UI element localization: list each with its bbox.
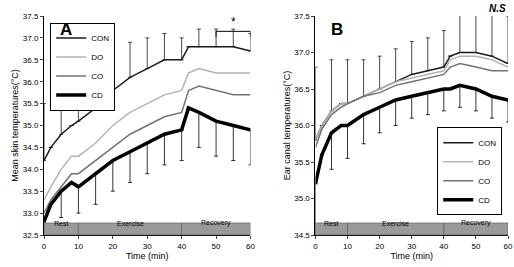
svg-text:35.0: 35.0 xyxy=(23,121,39,130)
svg-text:CD: CD xyxy=(91,91,103,100)
svg-text:34.5: 34.5 xyxy=(294,231,310,240)
svg-text:33.0: 33.0 xyxy=(23,209,39,218)
svg-text:40: 40 xyxy=(439,242,448,251)
svg-text:36.5: 36.5 xyxy=(23,56,39,65)
svg-text:CD: CD xyxy=(478,196,490,205)
svg-text:37.0: 37.0 xyxy=(294,48,310,57)
svg-text:DO: DO xyxy=(478,158,490,167)
svg-text:33.5: 33.5 xyxy=(23,187,39,196)
svg-text:60: 60 xyxy=(504,242,513,251)
svg-text:30: 30 xyxy=(143,242,152,251)
svg-text:Rest: Rest xyxy=(54,220,68,227)
svg-text:CON: CON xyxy=(91,34,109,43)
svg-text:A: A xyxy=(60,20,72,39)
svg-text:37.5: 37.5 xyxy=(294,12,310,21)
svg-text:DO: DO xyxy=(91,53,103,62)
svg-text:50: 50 xyxy=(212,242,221,251)
svg-text:CO: CO xyxy=(91,72,103,81)
svg-text:0: 0 xyxy=(42,242,47,251)
svg-text:40: 40 xyxy=(177,242,186,251)
svg-text:50: 50 xyxy=(471,242,480,251)
svg-text:Time (min): Time (min) xyxy=(126,251,169,261)
svg-text:Ear canal temperatures(°C): Ear canal temperatures(°C) xyxy=(282,71,292,181)
svg-text:20: 20 xyxy=(375,242,384,251)
svg-text:36.0: 36.0 xyxy=(294,121,310,130)
svg-text:Recovery: Recovery xyxy=(461,219,491,227)
svg-text:35.5: 35.5 xyxy=(294,158,310,167)
svg-text:36.5: 36.5 xyxy=(294,85,310,94)
svg-text:Exercise: Exercise xyxy=(382,220,409,227)
svg-text:0: 0 xyxy=(313,242,318,251)
svg-text:Rest: Rest xyxy=(324,220,338,227)
svg-text:N.S: N.S xyxy=(489,3,506,14)
svg-text:Mean skin temperatures(°C): Mean skin temperatures(°C) xyxy=(10,69,20,182)
svg-text:35.0: 35.0 xyxy=(294,194,310,203)
svg-text:Exercise: Exercise xyxy=(117,220,144,227)
svg-text:B: B xyxy=(331,20,343,39)
svg-text:37.5: 37.5 xyxy=(23,12,39,21)
svg-text:10: 10 xyxy=(343,242,352,251)
svg-text:34.5: 34.5 xyxy=(23,143,39,152)
svg-text:60: 60 xyxy=(246,242,255,251)
svg-text:CO: CO xyxy=(478,177,490,186)
svg-text:35.5: 35.5 xyxy=(23,99,39,108)
svg-text:Time (min): Time (min) xyxy=(390,251,433,261)
svg-text:36.0: 36.0 xyxy=(23,78,39,87)
svg-text:10: 10 xyxy=(74,242,83,251)
svg-text:Recovery: Recovery xyxy=(201,219,231,227)
svg-text:20: 20 xyxy=(108,242,117,251)
svg-text:37.0: 37.0 xyxy=(23,34,39,43)
svg-text:CON: CON xyxy=(478,139,496,148)
svg-text:*: * xyxy=(231,15,236,29)
svg-text:30: 30 xyxy=(407,242,416,251)
svg-text:34.0: 34.0 xyxy=(23,165,39,174)
svg-text:32.5: 32.5 xyxy=(23,231,39,240)
